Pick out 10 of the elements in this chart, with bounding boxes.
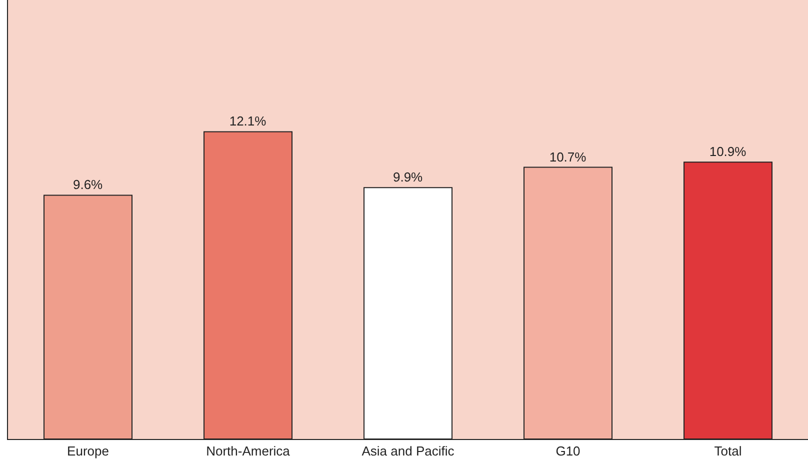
x-tick-label: G10: [556, 444, 580, 459]
x-tick-label: Asia and Pacific: [362, 444, 455, 459]
data-label: 9.9%: [392, 170, 424, 185]
data-label: 9.6%: [72, 177, 104, 192]
data-label: 10.9%: [709, 144, 747, 160]
data-label: 12.1%: [229, 114, 267, 129]
x-tick-label: North-America: [206, 444, 291, 459]
data-label: 10.7%: [549, 149, 587, 164]
x-tick-label: Total: [714, 444, 742, 459]
x-tick-label: Europe: [67, 444, 109, 459]
